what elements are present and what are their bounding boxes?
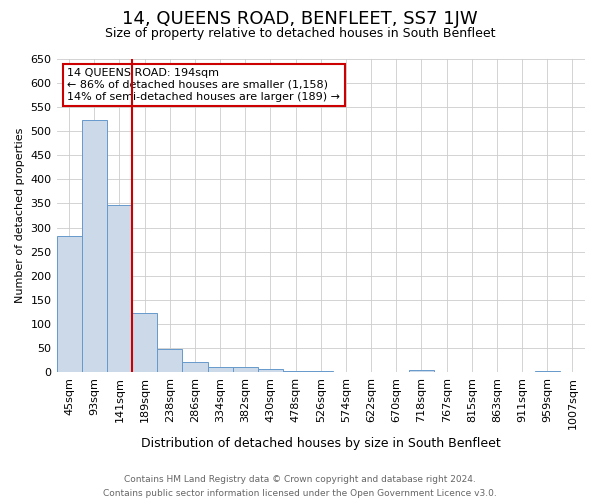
Text: 14 QUEENS ROAD: 194sqm
← 86% of detached houses are smaller (1,158)
14% of semi-: 14 QUEENS ROAD: 194sqm ← 86% of detached… bbox=[67, 68, 340, 102]
Text: 14, QUEENS ROAD, BENFLEET, SS7 1JW: 14, QUEENS ROAD, BENFLEET, SS7 1JW bbox=[122, 10, 478, 28]
Bar bbox=[157, 349, 182, 372]
Bar bbox=[409, 370, 434, 372]
Bar bbox=[182, 362, 208, 372]
Text: Contains HM Land Registry data © Crown copyright and database right 2024.
Contai: Contains HM Land Registry data © Crown c… bbox=[103, 476, 497, 498]
Bar bbox=[283, 371, 308, 372]
Bar bbox=[535, 371, 560, 372]
Bar bbox=[56, 236, 82, 372]
Bar bbox=[258, 369, 283, 372]
Bar bbox=[233, 367, 258, 372]
Y-axis label: Number of detached properties: Number of detached properties bbox=[15, 128, 25, 303]
Text: Size of property relative to detached houses in South Benfleet: Size of property relative to detached ho… bbox=[105, 28, 495, 40]
Bar bbox=[132, 313, 157, 372]
Bar bbox=[208, 367, 233, 372]
Bar bbox=[107, 205, 132, 372]
Bar bbox=[308, 371, 334, 372]
Bar bbox=[82, 120, 107, 372]
X-axis label: Distribution of detached houses by size in South Benfleet: Distribution of detached houses by size … bbox=[141, 437, 500, 450]
